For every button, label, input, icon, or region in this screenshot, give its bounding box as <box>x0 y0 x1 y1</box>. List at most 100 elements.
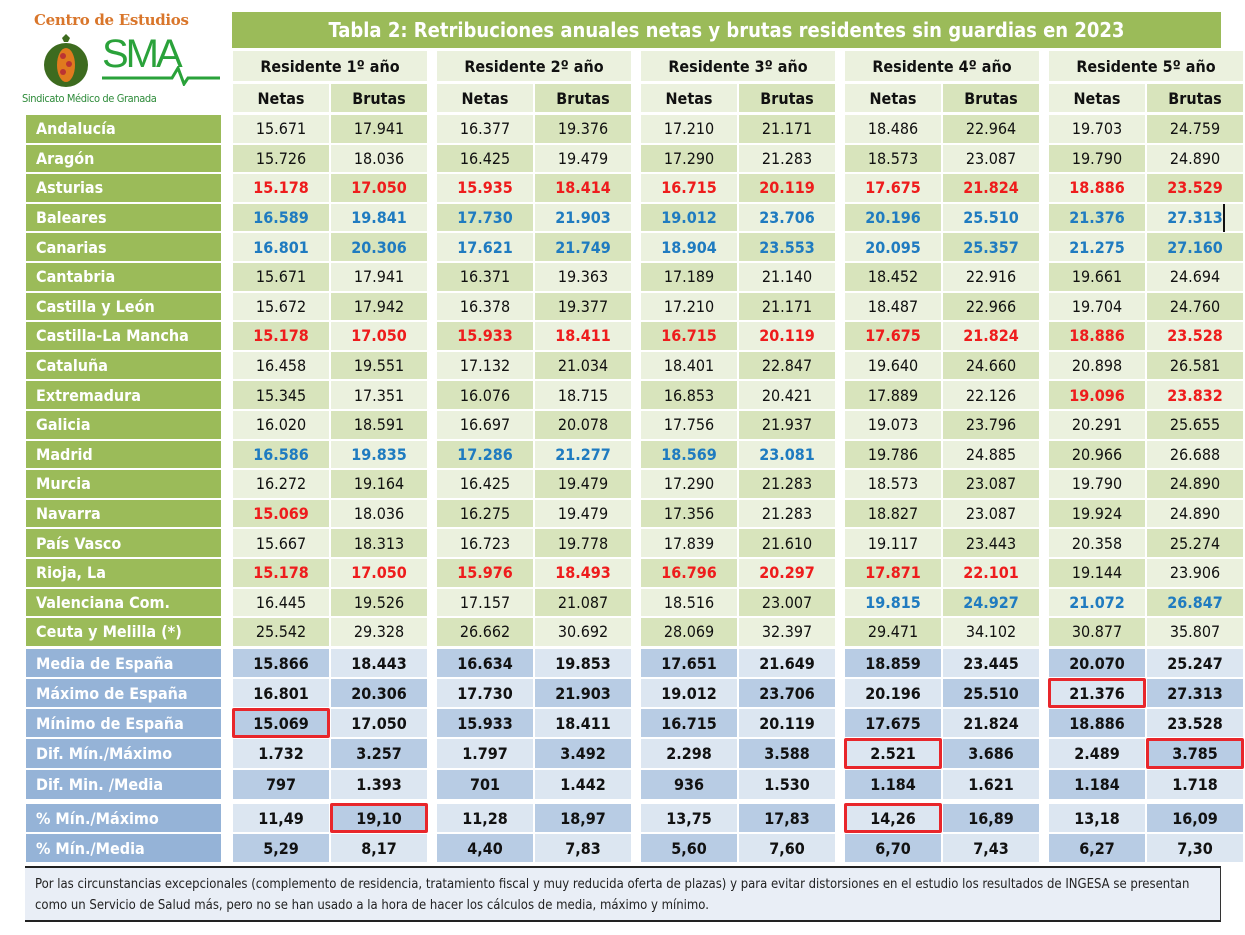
table-cell: 17.941 <box>330 261 428 292</box>
table-cell: 21.087 <box>534 587 632 618</box>
table-cell: 16.697 <box>436 409 534 440</box>
stat-cell: 2.521 <box>844 738 942 769</box>
stat-cell: 20.119 <box>738 708 836 738</box>
table-cell: 20.078 <box>534 409 632 440</box>
stat-cell: 5,60 <box>640 833 738 863</box>
stats-rows-c: % Mín./Máximo 11,49 19,10 11,28 18,97 13,75 17… <box>25 803 1244 863</box>
stat-cell: 23.528 <box>1146 708 1244 738</box>
stat-cell: 797 <box>232 769 330 800</box>
stat-cell: 1.393 <box>330 769 428 800</box>
stat-cell: 16.715 <box>640 708 738 738</box>
stat-cell: 3.686 <box>942 738 1040 769</box>
table-cell: 16.076 <box>436 380 534 410</box>
table-cell: 16.801 <box>232 232 330 262</box>
group-header: Residente 5º año <box>1048 50 1244 82</box>
stat-cell: 3.492 <box>534 738 632 769</box>
region-label: Baleares <box>25 202 222 233</box>
stat-cell: 23.706 <box>738 678 836 708</box>
region-label: País Vasco <box>25 528 222 558</box>
region-label: Madrid <box>25 439 222 470</box>
stat-cell: 15.866 <box>232 648 330 678</box>
table-cell: 17.210 <box>640 114 738 144</box>
stat-cell: 19,10 <box>330 803 428 833</box>
table-cell: 22.966 <box>942 291 1040 322</box>
table-cell: 23.087 <box>942 469 1040 499</box>
logo-top-text: Centro de Estudios <box>34 11 189 29</box>
table-cell: 17.942 <box>330 291 428 322</box>
table-cell: 19.526 <box>330 587 428 618</box>
table-cell: 23.443 <box>942 528 1040 558</box>
table-cell: 23.087 <box>942 498 1040 529</box>
table-cell: 15.178 <box>232 557 330 588</box>
table-cell: 26.581 <box>1146 350 1244 381</box>
table-cell: 18.452 <box>844 261 942 292</box>
table-cell: 23.087 <box>942 143 1040 174</box>
table-cell: 18.414 <box>534 173 632 203</box>
table-cell: 19.790 <box>1048 143 1146 174</box>
table-cell: 17.157 <box>436 587 534 618</box>
table-cell: 19.703 <box>1048 114 1146 144</box>
stat-label: Dif. Min. /Media <box>25 769 222 800</box>
table-cell: 19.363 <box>534 261 632 292</box>
stat-cell: 16,89 <box>942 803 1040 833</box>
table-cell: 18.401 <box>640 350 738 381</box>
table-cell: 18.904 <box>640 232 738 262</box>
region-label: Andalucía <box>25 114 222 144</box>
table-cell: 18.569 <box>640 439 738 470</box>
table-cell: 24.660 <box>942 350 1040 381</box>
table-cell: 21.283 <box>738 143 836 174</box>
table-cell: 30.692 <box>534 617 632 647</box>
table-cell: 21.283 <box>738 469 836 499</box>
stat-cell: 20.196 <box>844 678 942 708</box>
stat-cell: 5,29 <box>232 833 330 863</box>
stat-cell: 19.853 <box>534 648 632 678</box>
table-cell: 19.073 <box>844 409 942 440</box>
table-cell: 20.306 <box>330 232 428 262</box>
table-cell: 29.328 <box>330 617 428 647</box>
stat-cell: 18.443 <box>330 648 428 678</box>
group-header: Residente 2º año <box>436 50 632 82</box>
stats-rows-b: Dif. Mín./Máximo 1.732 3.257 1.797 3.492 2.29… <box>25 738 1244 800</box>
region-label: Canarias <box>25 232 222 262</box>
heartbeat-line-icon <box>102 66 220 86</box>
table-cell: 32.397 <box>738 617 836 647</box>
table-cell: 17.290 <box>640 469 738 499</box>
table-cell: 16.425 <box>436 143 534 174</box>
table-cell: 25.510 <box>942 202 1040 233</box>
stat-cell: 6,27 <box>1048 833 1146 863</box>
table-cell: 24.694 <box>1146 261 1244 292</box>
region-label: Ceuta y Melilla (*) <box>25 617 222 647</box>
net-header: Netas <box>844 83 942 113</box>
table-title: Tabla 2: Retribuciones anuales netas y b… <box>232 12 1221 48</box>
table-cell: 18.715 <box>534 380 632 410</box>
table-cell: 17.351 <box>330 380 428 410</box>
net-header: Netas <box>640 83 738 113</box>
table-cell: 18.573 <box>844 469 942 499</box>
table-cell: 18.591 <box>330 409 428 440</box>
group-header: Residente 3º año <box>640 50 836 82</box>
stat-cell: 18.886 <box>1048 708 1146 738</box>
table-cell: 21.277 <box>534 439 632 470</box>
table-cell: 16.425 <box>436 469 534 499</box>
table-cell: 24.759 <box>1146 114 1244 144</box>
stat-label: Dif. Mín./Máximo <box>25 738 222 769</box>
table-cell: 20.095 <box>844 232 942 262</box>
table-cell: 15.667 <box>232 528 330 558</box>
table-cell: 15.671 <box>232 261 330 292</box>
stat-cell: 18.859 <box>844 648 942 678</box>
table-cell: 20.297 <box>738 557 836 588</box>
table-cell: 19.479 <box>534 469 632 499</box>
table-cell: 27.160 <box>1146 232 1244 262</box>
table-cell: 23.007 <box>738 587 836 618</box>
stat-cell: 16.801 <box>232 678 330 708</box>
table-cell: 28.069 <box>640 617 738 647</box>
table-cell: 18.886 <box>1048 321 1146 351</box>
table-cell: 23.529 <box>1146 173 1244 203</box>
table-cell: 22.964 <box>942 114 1040 144</box>
stat-cell: 1.732 <box>232 738 330 769</box>
stat-cell: 17,83 <box>738 803 836 833</box>
stat-cell: 1.797 <box>436 738 534 769</box>
table-cell: 26.847 <box>1146 587 1244 618</box>
table-cell: 35.807 <box>1146 617 1244 647</box>
table-cell: 17.189 <box>640 261 738 292</box>
